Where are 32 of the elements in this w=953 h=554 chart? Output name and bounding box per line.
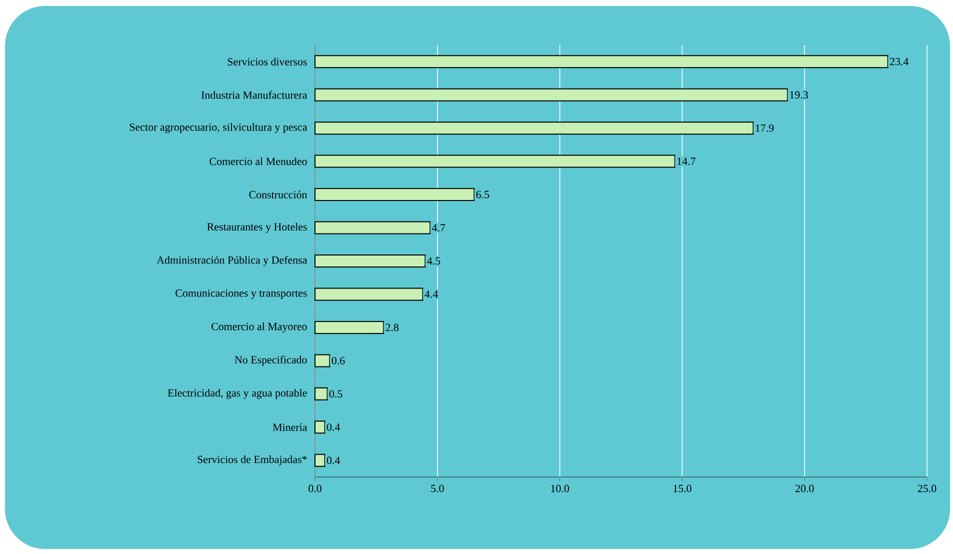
data-label: 14.7 (678, 158, 696, 166)
data-label: 6.5 (476, 190, 490, 198)
x-tick-label: 15.0 (674, 484, 692, 492)
y-tick-label: Comercio al Menudeo (210, 157, 307, 166)
x-tick-label: 25.0 (918, 484, 936, 492)
y-tick-label: No Especificado (234, 356, 307, 366)
y-tick-label: Restaurantes y Hoteles (207, 222, 307, 233)
data-label: 23.4 (890, 58, 909, 66)
y-tick-label: Comunicaciones y transportes (176, 289, 307, 300)
data-label: 0.4 (326, 423, 340, 431)
x-tick-label: 0.0 (308, 484, 322, 492)
x-tick-label: 20.0 (796, 484, 814, 492)
y-tick-label: Sector agropecuario, silvicultura y pesca (130, 123, 308, 134)
data-label: 2.8 (386, 324, 399, 332)
x-tick-label: 10.0 (551, 484, 569, 492)
data-label: 0.4 (326, 456, 340, 464)
data-label: 19.3 (790, 91, 808, 99)
data-label: 4.4 (424, 290, 438, 298)
y-tick-label: Construcción (249, 190, 308, 198)
y-tick-label: Servicios de Embajadas* (198, 455, 307, 466)
x-tick-label: 5.0 (431, 484, 444, 492)
y-tick-label: Electricidad, gas y agua potable (168, 388, 307, 399)
y-tick-label: Minería (272, 423, 308, 432)
data-label: 17.9 (756, 124, 774, 132)
data-label: 4.5 (427, 257, 440, 265)
data-label: 4.7 (432, 224, 446, 232)
data-label: 0.6 (332, 356, 345, 364)
y-tick-label: Administración Pública y Defensa (156, 256, 308, 266)
data-label: 0.5 (329, 390, 342, 398)
y-tick-label: Servicios diversos (228, 58, 307, 66)
y-tick-label: Industria Manufacturera (201, 90, 308, 99)
y-tick-label: Comercio al Mayoreo (212, 322, 307, 332)
